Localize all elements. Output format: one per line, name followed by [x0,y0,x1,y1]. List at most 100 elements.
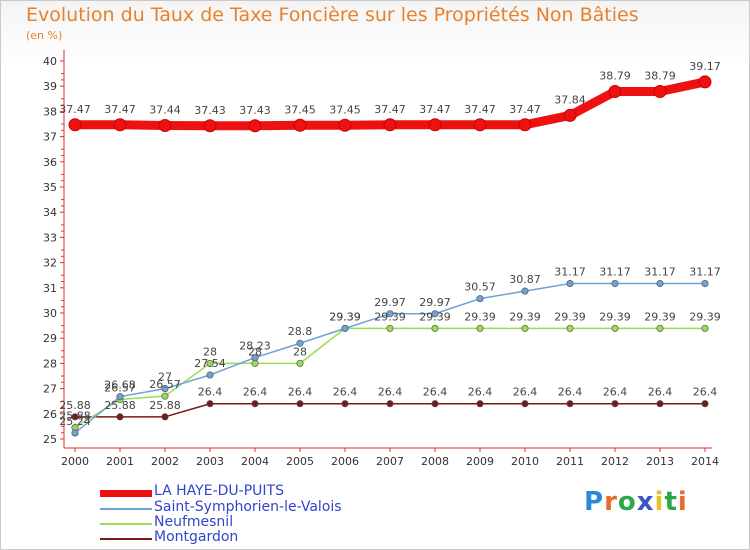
data-point [521,287,529,295]
data-point [518,118,532,132]
data-point [206,371,214,379]
y-tick-label: 28 [43,357,57,370]
x-tick-label: 2010 [511,455,539,468]
y-tick-label: 25 [43,433,57,446]
data-label: 26.4 [468,386,493,399]
data-point [656,279,664,288]
legend-item-neufmesnil: Neufmesnil [100,514,360,531]
data-point [116,413,124,421]
data-label: 29.39 [329,310,361,323]
data-point [251,354,259,362]
data-label: 28 [293,345,307,358]
legend-item-la-haye-du-puits: LA HAYE-DU-PUITS [100,483,360,500]
data-label: 31.17 [599,266,631,279]
legend-label: Neufmesnil [154,514,234,530]
logo-letter: P [584,487,605,517]
y-tick-label: 32 [43,257,57,270]
legend-label: Saint-Symphorien-le-Valois [154,499,342,515]
legend-swatch [100,490,152,497]
data-label: 37.47 [509,103,541,116]
data-point [701,279,709,288]
data-point [158,119,172,133]
data-point [476,400,484,408]
data-label: 37.47 [374,103,406,116]
data-point [383,118,397,132]
data-label: 25.88 [59,399,91,412]
data-label: 31.17 [689,266,721,279]
y-tick-label: 33 [43,231,57,244]
data-label: 38.79 [599,69,631,82]
data-label: 31.17 [554,266,586,279]
proxiti-logo: Proxiti [584,487,688,517]
logo-letter: r [604,487,618,517]
x-tick-label: 2005 [286,455,314,468]
data-label: 29.39 [419,310,451,323]
data-label: 37.84 [554,93,586,106]
data-point [251,400,259,408]
data-point [473,118,487,132]
legend-item-saint-symphorien-le-valois: Saint-Symphorien-le-Valois [100,499,360,516]
data-point [566,400,574,408]
x-tick-label: 2012 [601,455,629,468]
logo-letter: i [654,487,665,517]
data-label: 26.4 [198,386,223,399]
data-label: 37.43 [239,104,271,117]
data-point [611,400,619,408]
data-label: 30.87 [509,273,541,286]
data-point [608,84,622,98]
data-point [698,75,712,89]
data-label: 29.97 [374,296,406,309]
data-point [656,400,664,408]
data-point [296,400,304,408]
data-point [563,108,577,122]
data-point [71,413,79,421]
data-label: 28 [248,345,262,358]
data-point [701,400,709,408]
logo-letter: t [664,487,678,517]
data-label: 37.45 [284,103,316,116]
data-label: 29.39 [509,310,541,323]
data-point [476,324,484,332]
data-label: 27 [158,371,172,384]
data-label: 29.97 [419,296,451,309]
data-label: 26.4 [513,386,538,399]
x-tick-label: 2003 [196,455,224,468]
legend-item-montgardon: Montgardon [100,529,360,546]
x-tick-label: 2009 [466,455,494,468]
data-point [476,295,484,303]
data-point [113,118,127,132]
x-tick-label: 2008 [421,455,449,468]
data-point [521,324,529,332]
data-label: 37.47 [419,103,451,116]
data-point [653,84,667,98]
data-point [68,118,82,132]
data-point [611,279,619,288]
data-point [341,324,349,332]
data-point [161,385,169,393]
y-tick-label: 39 [43,80,57,93]
data-point [611,324,619,332]
data-label: 29.39 [329,310,361,323]
data-label: 26.4 [648,386,673,399]
data-point [293,118,307,132]
data-label: 25.88 [104,399,136,412]
legend-swatch [100,538,152,540]
data-point [248,119,262,133]
chart-subtitle: (en %) [26,29,63,42]
legend-label: Montgardon [154,529,239,545]
y-tick-label: 30 [43,307,57,320]
data-label: 29.39 [374,310,406,323]
y-tick-label: 31 [43,282,57,295]
data-label: 29.39 [644,310,676,323]
y-tick-label: 27 [43,383,57,396]
data-point [386,310,394,318]
x-tick-label: 2006 [331,455,359,468]
data-label: 37.43 [194,104,226,117]
y-tick-label: 29 [43,332,57,345]
data-label: 38.79 [644,69,676,82]
data-label: 26.4 [693,386,718,399]
data-label: 28.23 [239,340,271,353]
data-label: 27.54 [194,357,226,370]
x-tick-label: 2004 [241,455,269,468]
data-point [338,118,352,132]
